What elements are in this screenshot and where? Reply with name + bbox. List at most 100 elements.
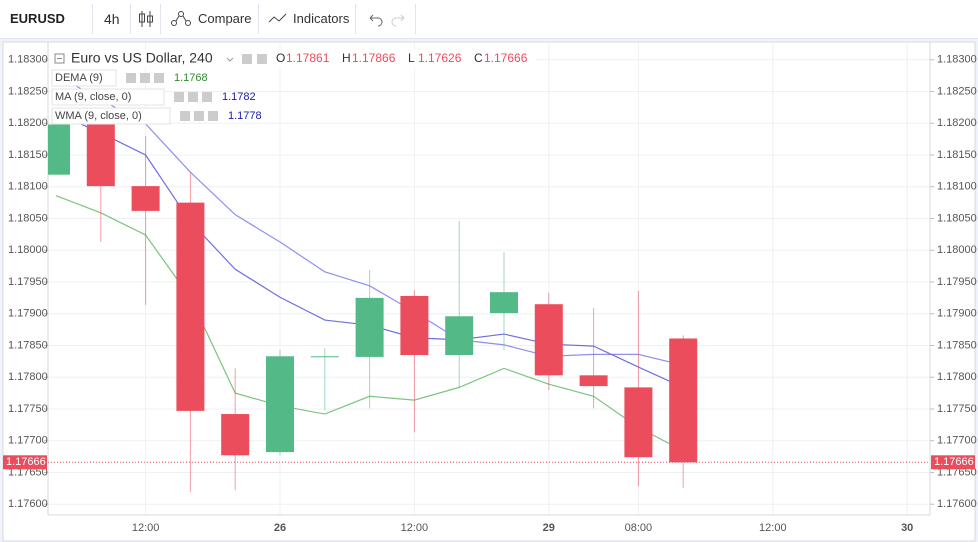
y-tick-label: 1.17650 bbox=[937, 466, 977, 478]
indicator-icon bbox=[194, 111, 204, 121]
y-tick-label: 1.17700 bbox=[8, 435, 48, 447]
candle-body bbox=[131, 186, 160, 211]
price-tag bbox=[931, 455, 975, 470]
y-tick-label: 1.18200 bbox=[937, 117, 977, 129]
y-tick-label: 1.18000 bbox=[937, 244, 977, 256]
y-tick-label: 1.18300 bbox=[8, 54, 48, 66]
indicator-name: DEMA (9) bbox=[55, 72, 103, 84]
indicator-icon bbox=[140, 73, 150, 83]
y-tick-label: 1.17750 bbox=[937, 403, 977, 415]
y-tick-label: 1.17850 bbox=[937, 339, 977, 351]
legend-bg bbox=[52, 50, 536, 68]
y-tick-label: 1.18250 bbox=[937, 85, 977, 97]
y-tick-label: 1.17600 bbox=[937, 498, 977, 510]
indicators-icon[interactable] bbox=[268, 12, 288, 50]
ohlc-value: 1.17861 bbox=[286, 51, 330, 65]
separator bbox=[92, 4, 93, 34]
indicator-icon bbox=[154, 73, 164, 83]
candle-body bbox=[48, 124, 70, 175]
chart-frame bbox=[2, 41, 976, 542]
separator bbox=[130, 4, 131, 34]
candle-body bbox=[221, 414, 250, 456]
y-tick-label: 1.18200 bbox=[8, 117, 48, 129]
symbol[interactable]: EURUSD bbox=[10, 11, 65, 26]
y-tick-label: 1.17950 bbox=[937, 276, 977, 288]
chart: 1.18300 1.18300 1.18250 1.18250 1.18200 1.182… bbox=[2, 41, 977, 542]
y-tick-label: 1.18150 bbox=[8, 149, 48, 161]
settings-icon bbox=[242, 54, 252, 64]
ohlc-label: O bbox=[276, 51, 285, 65]
y-tick-label: 1.18000 bbox=[8, 244, 48, 256]
ohlc-label: C bbox=[474, 51, 483, 65]
ohlc-label: L bbox=[408, 51, 415, 65]
candle-body bbox=[534, 304, 563, 376]
x-tick-label: 12:00 bbox=[132, 522, 160, 534]
y-tick-label: 1.17650 bbox=[8, 466, 48, 478]
indicator-name: MA (9, close, 0) bbox=[55, 91, 131, 103]
candle-body bbox=[355, 297, 384, 357]
y-tick-label: 1.17900 bbox=[937, 308, 977, 320]
y-tick-label: 1.17850 bbox=[8, 339, 48, 351]
indicator-value: 1.1768 bbox=[174, 72, 208, 84]
y-tick-label: 1.17750 bbox=[8, 403, 48, 415]
candle-body bbox=[490, 292, 518, 314]
candle-body bbox=[310, 356, 339, 358]
indicator-value: 1.1778 bbox=[228, 110, 262, 122]
y-tick-label: 1.17800 bbox=[8, 371, 48, 383]
x-tick-label: 12:00 bbox=[401, 522, 429, 534]
ohlc-value: 1.17626 bbox=[418, 51, 462, 65]
indicator-legend-bg bbox=[51, 107, 171, 125]
separator bbox=[258, 4, 259, 34]
y-tick-label: 1.17950 bbox=[8, 276, 48, 288]
indicator-legend-bg bbox=[51, 69, 117, 87]
plot bbox=[48, 74, 698, 493]
indicators-button[interactable]: Indicators bbox=[293, 11, 350, 26]
interval[interactable]: 4h bbox=[104, 11, 120, 27]
x-tick-label: 12:00 bbox=[759, 522, 787, 534]
indicator-icon bbox=[202, 92, 212, 102]
separator bbox=[355, 4, 356, 34]
compare-icon[interactable] bbox=[170, 10, 192, 48]
y-tick-label: 1.18100 bbox=[937, 181, 977, 193]
candle-body bbox=[86, 124, 115, 187]
undo-redo[interactable] bbox=[367, 12, 407, 50]
y-tick-label: 1.17700 bbox=[937, 435, 977, 447]
format-icon bbox=[257, 54, 267, 64]
indicator-icon bbox=[180, 111, 190, 121]
y-tick-label: 1.17900 bbox=[8, 308, 48, 320]
candle-icon[interactable] bbox=[138, 10, 154, 48]
y-tick-label: 1.18050 bbox=[937, 212, 977, 224]
indicator-icon bbox=[126, 73, 136, 83]
ohlc-value: 1.17666 bbox=[484, 51, 528, 65]
price-tag bbox=[3, 455, 47, 470]
price-tag-label: 1.17666 bbox=[6, 456, 46, 468]
candle-body bbox=[624, 387, 653, 458]
y-tick-label: 1.18250 bbox=[8, 85, 48, 97]
x-tick-label: 26 bbox=[274, 522, 286, 534]
indicator-legend-bg bbox=[51, 88, 165, 106]
collapse-icon bbox=[54, 53, 65, 64]
indicator-icon bbox=[208, 111, 218, 121]
toolbar: EURUSD 4h Compare Indicators bbox=[0, 0, 978, 39]
indicator-icon bbox=[174, 92, 184, 102]
ohlc-label: H bbox=[342, 51, 351, 65]
y-tick-label: 1.18150 bbox=[937, 149, 977, 161]
candle-body bbox=[445, 316, 474, 356]
candle-body bbox=[176, 202, 205, 411]
y-tick-label: 1.18300 bbox=[937, 54, 977, 66]
price-tag-label: 1.17666 bbox=[934, 456, 974, 468]
x-tick-label: 08:00 bbox=[625, 522, 653, 534]
x-tick-label: 30 bbox=[901, 522, 913, 534]
x-tick-label: 29 bbox=[543, 522, 555, 534]
y-tick-label: 1.18050 bbox=[8, 212, 48, 224]
chart-title: Euro vs US Dollar, 240 bbox=[71, 50, 213, 66]
y-tick-label: 1.17800 bbox=[937, 371, 977, 383]
ohlc-value: 1.17866 bbox=[352, 51, 396, 65]
compare-button[interactable]: Compare bbox=[198, 11, 252, 26]
y-tick-label: 1.17600 bbox=[8, 498, 48, 510]
indicator-name: WMA (9, close, 0) bbox=[55, 110, 142, 122]
indicator-icon bbox=[188, 92, 198, 102]
separator bbox=[160, 4, 161, 34]
indicator-value: 1.1782 bbox=[222, 91, 256, 103]
